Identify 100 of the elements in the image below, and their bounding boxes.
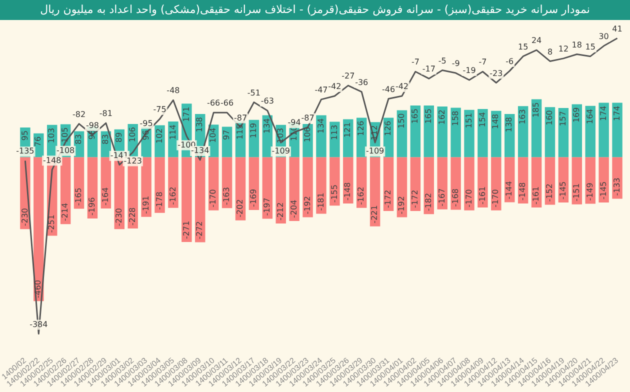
- data-label: 89: [114, 132, 124, 142]
- bar: [491, 157, 502, 210]
- bar: [208, 157, 219, 210]
- data-label: 165: [424, 108, 433, 124]
- bar: [410, 157, 421, 211]
- data-label: 30: [598, 32, 609, 41]
- data-label: -134: [191, 146, 210, 156]
- data-label: -161: [532, 186, 541, 205]
- data-label: -221: [370, 205, 380, 224]
- data-label: -145: [558, 181, 568, 200]
- data-label: 102: [154, 128, 164, 144]
- data-label: -197: [262, 198, 272, 216]
- bar: [464, 110, 474, 158]
- data-label: 157: [558, 111, 568, 126]
- data-label: -148: [343, 182, 352, 200]
- data-label: -151: [572, 183, 581, 202]
- data-label: -164: [101, 187, 110, 206]
- data-label: -148: [43, 156, 62, 165]
- bar: [383, 157, 394, 211]
- data-label: -196: [88, 197, 97, 216]
- data-label: -7: [411, 58, 420, 67]
- data-label: 12: [558, 44, 569, 54]
- data-label: -228: [128, 207, 137, 226]
- data-label: -162: [168, 186, 178, 205]
- bar: [370, 157, 380, 226]
- data-label: -82: [72, 110, 86, 119]
- data-label: -19: [462, 66, 476, 76]
- data-label: 15: [518, 42, 528, 52]
- data-label: -66: [220, 98, 234, 108]
- data-label: -95: [140, 118, 153, 128]
- bar: [235, 157, 246, 220]
- data-label: -87: [234, 113, 248, 122]
- bar: [182, 157, 192, 242]
- data-label: 185: [532, 102, 541, 118]
- data-label: 171: [182, 106, 191, 122]
- data-label: -169: [249, 188, 258, 208]
- data-label: 106: [128, 126, 137, 142]
- data-label: -42: [328, 82, 342, 92]
- data-label: -214: [60, 202, 70, 222]
- data-label: -460: [34, 280, 43, 298]
- data-label: -98: [86, 120, 100, 130]
- data-label: -170: [464, 189, 474, 208]
- bar: [195, 157, 206, 242]
- data-label: -212: [276, 202, 285, 220]
- data-label: 151: [464, 112, 474, 128]
- data-label: 105: [60, 127, 70, 143]
- data-label: 158: [450, 110, 460, 126]
- data-label: -63: [260, 96, 274, 106]
- data-label: -178: [154, 192, 164, 210]
- data-label: 113: [330, 124, 339, 140]
- data-label: 114: [168, 124, 178, 140]
- data-label: -144: [504, 181, 514, 200]
- data-label: -165: [74, 188, 84, 206]
- data-label: 163: [518, 109, 528, 124]
- data-label: -27: [342, 72, 355, 81]
- data-label: 169: [572, 107, 581, 123]
- bar: [154, 125, 165, 158]
- bar: [343, 119, 354, 158]
- bar: [276, 157, 286, 224]
- data-label: -152: [545, 184, 554, 202]
- data-label: -170: [208, 189, 218, 208]
- data-label: -230: [20, 208, 30, 226]
- data-label: -48: [166, 86, 180, 96]
- bar: [450, 108, 461, 158]
- data-label: -108: [56, 146, 75, 155]
- data-label: 8: [547, 47, 553, 56]
- data-label: 126: [384, 120, 393, 136]
- data-label: -145: [598, 181, 608, 200]
- data-label: -162: [356, 186, 366, 205]
- data-label: -149: [585, 182, 594, 201]
- bar: [330, 122, 340, 158]
- data-label: -192: [302, 196, 312, 214]
- data-label: -23: [490, 68, 503, 78]
- bar: [478, 157, 488, 208]
- data-label: 165: [410, 108, 420, 124]
- data-label: -271: [182, 220, 191, 239]
- data-label: -7: [478, 58, 487, 67]
- data-label: 160: [545, 110, 554, 126]
- data-label: -272: [195, 221, 204, 240]
- data-label: -204: [289, 200, 298, 218]
- data-label: -6: [506, 57, 514, 66]
- data-label: -148: [518, 182, 528, 200]
- data-label: 95: [20, 130, 30, 141]
- data-label: -94: [288, 118, 301, 128]
- data-label: -135: [16, 146, 34, 156]
- data-label: 18: [572, 40, 582, 50]
- bar: [612, 157, 622, 199]
- data-label: 76: [34, 136, 43, 147]
- bar: [316, 115, 326, 158]
- chart-title: نمودار سرانه خرید حقیقی(سبز) - سرانه فروش حقیقی(قرمز) - اختلاف سرانه حقیقی(مشکی) واحد اعداد به میلیون ریال: [0, 0, 630, 20]
- bar: [558, 108, 569, 158]
- bar: [437, 157, 448, 210]
- data-label: -230: [114, 208, 124, 226]
- bar: [396, 157, 408, 218]
- bar: [87, 157, 98, 218]
- data-label: -46: [382, 84, 396, 94]
- data-label: -109: [366, 146, 384, 156]
- data-label: -182: [424, 192, 433, 212]
- data-label: 15: [585, 42, 596, 52]
- data-label: 106: [302, 126, 312, 142]
